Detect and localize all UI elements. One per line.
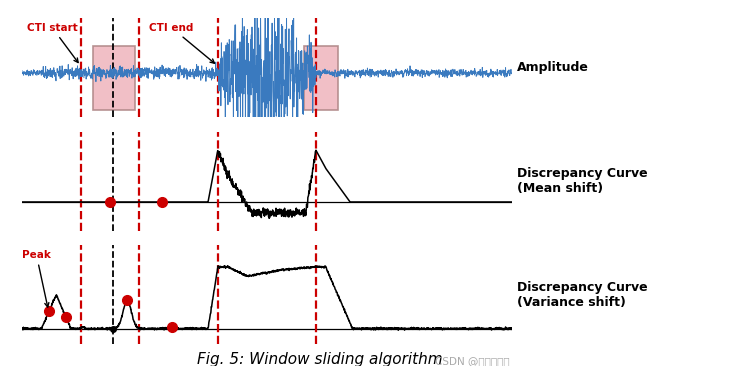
Text: Fig. 5: Window sliding algorithm: Fig. 5: Window sliding algorithm <box>197 352 443 366</box>
Text: CTI start: CTI start <box>27 23 78 63</box>
Text: Peak: Peak <box>22 250 51 307</box>
Text: Amplitude: Amplitude <box>517 61 588 74</box>
Text: Discrepancy Curve
(Mean shift): Discrepancy Curve (Mean shift) <box>517 167 647 195</box>
Text: CTI end: CTI end <box>149 23 214 63</box>
Bar <box>303 45 338 110</box>
Text: CSDN @豆沙包周边: CSDN @豆沙包周边 <box>435 356 510 366</box>
Text: Discrepancy Curve
(Variance shift): Discrepancy Curve (Variance shift) <box>517 281 647 309</box>
Bar <box>93 45 135 110</box>
